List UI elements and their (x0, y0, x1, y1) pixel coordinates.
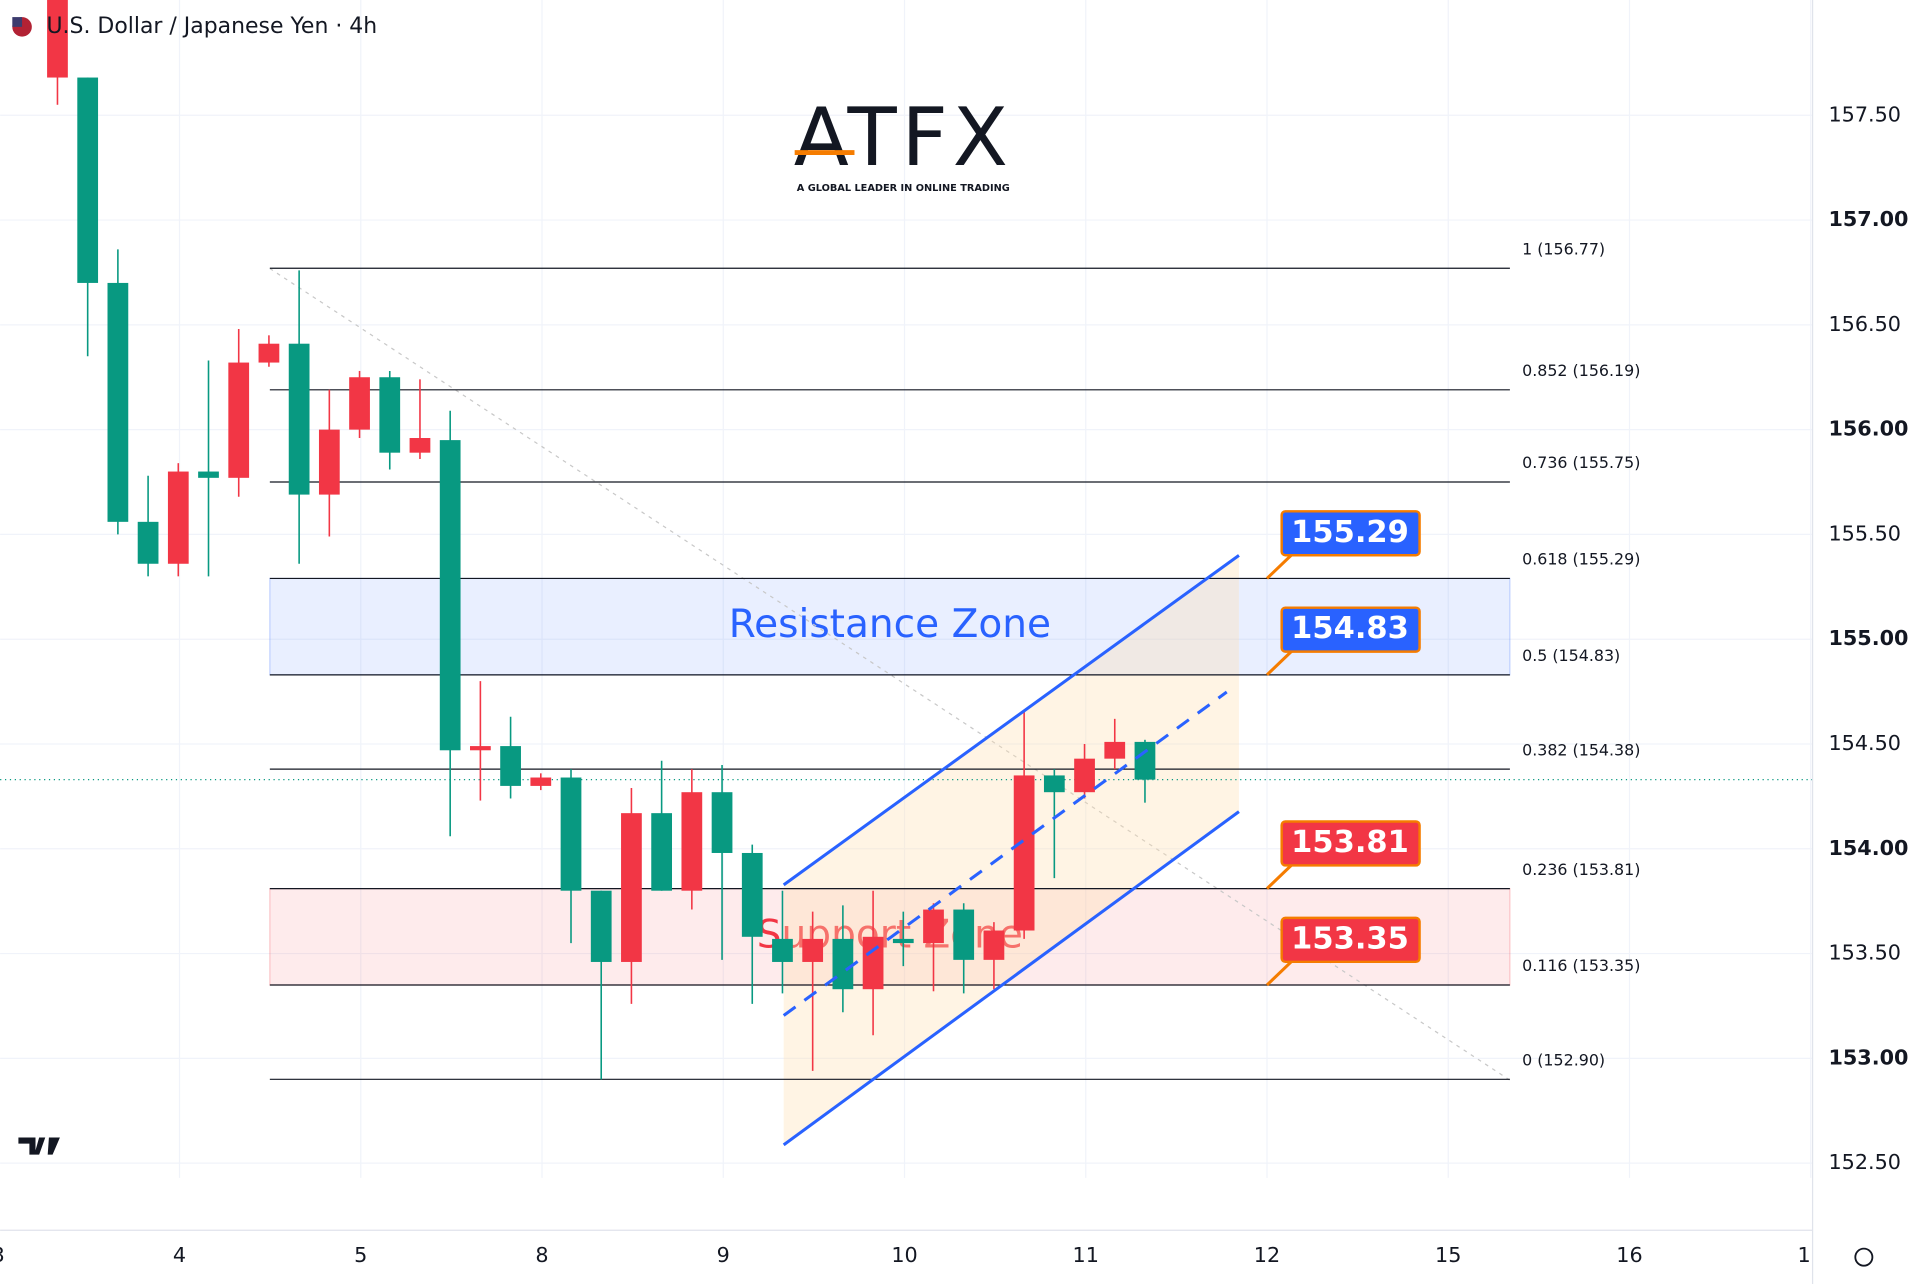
price-tag-label: 154.83 (1291, 611, 1409, 646)
candle-body (379, 377, 401, 453)
y-tick-label: 157.50 (1828, 102, 1901, 126)
candle-body (1013, 775, 1035, 931)
candle-body (923, 909, 944, 944)
x-tick-label: 11 (1073, 1243, 1099, 1267)
y-tick-label: 153.00 (1828, 1045, 1908, 1069)
channel-upper (782, 554, 1240, 887)
candle-body (741, 852, 763, 937)
price-tag-label: 153.35 (1291, 921, 1409, 956)
candle-body (470, 746, 491, 751)
y-tick-label: 154.50 (1828, 731, 1901, 755)
channel-lower (782, 810, 1240, 1147)
candle-body (802, 938, 824, 962)
x-tick-label: 5 (354, 1243, 367, 1267)
candle-body (711, 792, 733, 853)
price-tag (1280, 510, 1421, 557)
x-tick-label: 8 (535, 1243, 548, 1267)
price-tag-label: 155.29 (1291, 515, 1409, 550)
fib-label: 0.618 (155.29) (1522, 550, 1640, 569)
zone-label: Support Zone (757, 912, 1023, 957)
candle-body (1104, 741, 1126, 759)
candle-body (409, 438, 431, 453)
fib-label: 0.852 (156.19) (1522, 361, 1640, 380)
y-tick-label: 155.00 (1828, 626, 1908, 650)
chart-title: U.S. Dollar / Japanese Yen · 4h (46, 14, 377, 39)
price-tag-label: 153.81 (1291, 825, 1409, 860)
candle-body (107, 282, 129, 522)
candle-body (862, 936, 884, 990)
y-tick-label: 156.00 (1828, 417, 1908, 441)
candle-body (439, 440, 461, 751)
candle-body (681, 792, 703, 891)
candle-body (228, 362, 250, 478)
candle-body (530, 777, 552, 786)
x-tick-label: 16 (1616, 1243, 1642, 1267)
zone-label: Resistance Zone (729, 602, 1051, 647)
flag-canton (12, 17, 23, 27)
price-tag (1280, 606, 1421, 653)
y-tick-label: 153.50 (1828, 941, 1901, 965)
candle-body (198, 471, 219, 478)
fib-label: 0.382 (154.38) (1522, 740, 1640, 759)
price-tag (1280, 916, 1421, 964)
x-tick-label: 10 (891, 1243, 917, 1267)
candle-body (137, 521, 159, 564)
candle-body (47, 0, 68, 78)
candle-body (1043, 775, 1065, 793)
candle-body (258, 343, 280, 363)
channel-mid (782, 690, 1228, 1017)
price-axis-panel (1812, 0, 1914, 1284)
fib-label: 0.736 (155.75) (1522, 453, 1640, 472)
candle-body (953, 909, 975, 960)
candle-body (651, 813, 673, 891)
candle-body (772, 938, 793, 962)
fib-label: 0.5 (154.83) (1522, 646, 1620, 665)
candle-body (349, 377, 370, 430)
candle-body (560, 777, 582, 891)
fib-label: 0 (152.90) (1522, 1051, 1605, 1070)
fib-label: 0.116 (153.35) (1522, 956, 1640, 975)
candle-body (621, 813, 642, 962)
candle-body (1134, 741, 1156, 780)
x-tick-label: 3 (0, 1243, 5, 1267)
candle-body (832, 938, 854, 990)
candle-body (167, 471, 189, 564)
brand-logo: ATFX (794, 90, 1013, 184)
y-tick-label: 154.00 (1828, 836, 1908, 860)
tv-logo (18, 1137, 60, 1155)
settings-icon[interactable] (1854, 1247, 1874, 1267)
candle-body (892, 938, 914, 944)
y-tick-label: 157.00 (1828, 207, 1908, 231)
price-tag (1280, 820, 1421, 867)
y-tick-label: 155.50 (1828, 521, 1901, 545)
x-tick-label: 12 (1254, 1243, 1280, 1267)
candle-body (318, 429, 340, 495)
y-tick-label: 152.50 (1828, 1150, 1901, 1174)
candle-body (500, 746, 521, 786)
brand-tagline: A GLOBAL LEADER IN ONLINE TRADING (797, 183, 1010, 194)
channel-fill (783, 555, 1239, 1145)
fib-label: 0.236 (153.81) (1522, 860, 1640, 879)
candle-body (1074, 758, 1095, 793)
x-tick-label: 4 (173, 1243, 186, 1267)
fib-label: 1 (156.77) (1522, 239, 1605, 258)
x-tick-label: 9 (717, 1243, 730, 1267)
x-tick-label: 15 (1435, 1243, 1461, 1267)
candle-body (288, 343, 310, 495)
candle-body (590, 890, 612, 962)
y-tick-label: 156.50 (1828, 312, 1901, 336)
candle-body (77, 77, 99, 283)
candle-body (983, 930, 1005, 960)
